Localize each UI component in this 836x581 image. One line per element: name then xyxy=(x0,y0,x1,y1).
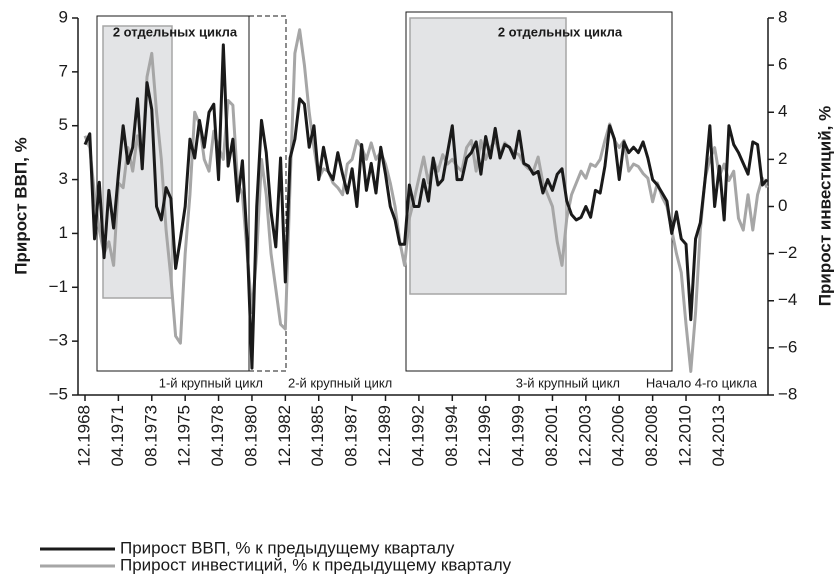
x-tick-label: 08.2001 xyxy=(542,405,561,466)
y-tick-label: 5 xyxy=(59,115,68,134)
x-tick-label: 04.1971 xyxy=(108,405,127,466)
y2-tick-label: 0 xyxy=(778,196,787,215)
series-line xyxy=(83,43,769,370)
x-tick-label: 04.1985 xyxy=(308,405,327,466)
y2-tick-label: −8 xyxy=(778,384,797,403)
annotation: 1-й крупный цикл xyxy=(159,375,263,390)
annotation: Начало 4-го цикла xyxy=(646,375,758,390)
y2-tick-label: 4 xyxy=(778,102,787,121)
y2-tick-label: 8 xyxy=(778,7,787,26)
y-tick-label: −5 xyxy=(49,384,68,403)
y-tick-label: 1 xyxy=(59,223,68,242)
x-tick-label: 08.1980 xyxy=(241,405,260,466)
y2-tick-label: 6 xyxy=(778,55,787,74)
x-tick-label: 12.1989 xyxy=(375,405,394,466)
annotation: 2 отдельных цикла xyxy=(113,24,238,39)
x-tick-label: 04.1978 xyxy=(208,405,227,466)
annotation: 3-й крупный цикл xyxy=(516,375,620,390)
annotation: 2 отдельных цикла xyxy=(498,24,623,39)
legend-label: Прирост инвестиций, % к предыдущему квар… xyxy=(120,555,512,574)
y-tick-label: −1 xyxy=(49,277,68,296)
x-tick-label: 08.2008 xyxy=(642,405,661,466)
y-tick-label: 3 xyxy=(59,169,68,188)
legend-label: Прирост ВВП, % к предыдущему кварталу xyxy=(120,538,455,557)
y2-axis-label: Прирост инвестиций, % xyxy=(815,106,834,306)
y2-tick-label: −4 xyxy=(778,290,797,309)
x-tick-label: 08.1987 xyxy=(342,405,361,466)
annotation: 2-й крупный цикл xyxy=(288,375,392,390)
x-tick-label: 04.2006 xyxy=(609,405,628,466)
x-tick-label: 04.1992 xyxy=(408,405,427,466)
x-tick-label: 12.1996 xyxy=(475,405,494,466)
x-tick-label: 12.1968 xyxy=(74,405,93,466)
y2-tick-label: −6 xyxy=(778,337,797,356)
x-tick-label: 12.1975 xyxy=(175,405,194,466)
x-tick-label: 04.2013 xyxy=(709,405,728,466)
x-tick-label: 04.1999 xyxy=(509,405,528,466)
cycle-frame xyxy=(405,11,673,372)
x-tick-label: 12.2003 xyxy=(575,405,594,466)
x-tick-label: 12.1982 xyxy=(275,405,294,466)
y-tick-label: 9 xyxy=(59,7,68,26)
x-tick-label: 08.1973 xyxy=(141,405,160,466)
y-tick-label: 7 xyxy=(59,61,68,80)
y-tick-label: −3 xyxy=(49,331,68,350)
y-axis-label: Прирост ВВП, % xyxy=(11,137,30,274)
y2-tick-label: −2 xyxy=(778,243,797,262)
x-tick-label: 12.2010 xyxy=(676,405,695,466)
x-tick-label: 08.1994 xyxy=(442,405,461,466)
y2-tick-label: 2 xyxy=(778,149,787,168)
